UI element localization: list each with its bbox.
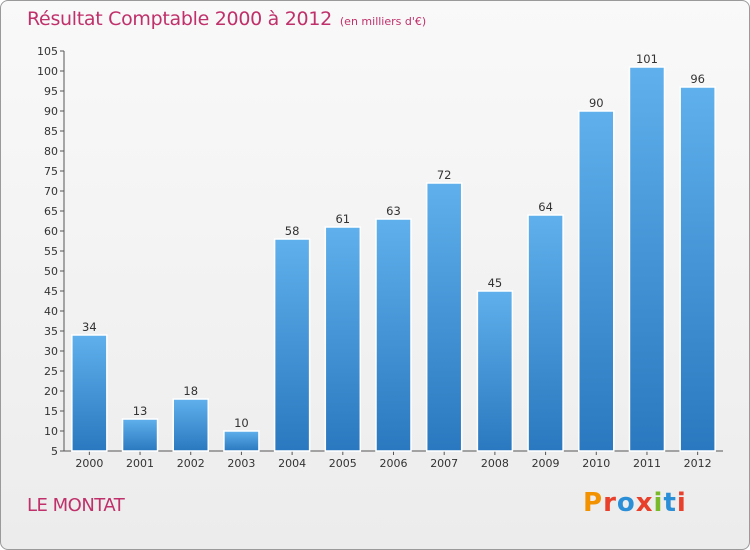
data-label: 34	[82, 320, 97, 334]
bar	[71, 334, 108, 452]
y-tick-label: 30	[44, 345, 58, 358]
x-tick-label: 2003	[227, 457, 255, 470]
x-tick-label: 2009	[532, 457, 560, 470]
title-unit: (en milliers d'€)	[339, 15, 427, 28]
y-tick-label: 50	[44, 265, 58, 278]
y-tick-label: 20	[44, 385, 58, 398]
y-tick-label: 35	[44, 325, 58, 338]
logo-letter: x	[635, 488, 654, 518]
chart-title: Résultat Comptable 2000 à 2012 (en millie…	[27, 8, 426, 30]
y-tick-label: 100	[37, 65, 58, 78]
x-tick-label: 2002	[177, 457, 205, 470]
logo-letter: P	[583, 488, 604, 518]
y-tick-label: 55	[44, 245, 58, 258]
bar	[324, 226, 362, 452]
y-tick-label: 90	[44, 105, 58, 118]
title-text: Résultat Comptable 2000 à 2012	[27, 8, 332, 30]
bar	[121, 418, 159, 452]
data-label: 45	[488, 276, 503, 290]
data-label: 101	[636, 52, 658, 66]
y-tick-label: 75	[44, 165, 58, 178]
y-tick-label: 105	[37, 45, 58, 58]
data-label: 61	[335, 212, 350, 226]
bar	[273, 238, 311, 452]
data-label: 90	[589, 96, 604, 110]
y-tick-label: 80	[44, 145, 58, 158]
data-label: 10	[234, 416, 249, 430]
place-name: LE MONTAT	[27, 495, 125, 516]
y-tick-label: 95	[44, 85, 58, 98]
bar	[578, 110, 615, 452]
y-tick-label: 45	[44, 285, 58, 298]
x-tick-label: 2004	[278, 457, 306, 470]
x-tick-label: 2005	[329, 457, 357, 470]
logo-letter: t	[663, 488, 677, 518]
logo-letter: i	[653, 488, 664, 518]
x-tick-label: 2007	[430, 457, 458, 470]
data-label: 18	[183, 384, 198, 398]
x-tick-label: 2012	[684, 457, 712, 470]
y-tick-label: 5	[51, 445, 58, 458]
logo-letter: o	[616, 488, 636, 518]
y-tick-label: 65	[44, 205, 58, 218]
y-tick-label: 60	[44, 225, 58, 238]
x-tick-label: 2006	[380, 457, 408, 470]
data-label: 96	[690, 72, 705, 86]
bar	[375, 218, 412, 452]
y-tick-label: 40	[44, 305, 58, 318]
x-tick-label: 2000	[75, 457, 103, 470]
logo-letter: i	[676, 488, 687, 518]
bar	[679, 86, 716, 452]
x-tick-label: 2001	[126, 457, 154, 470]
bar	[476, 290, 514, 452]
bar	[223, 430, 260, 452]
bar	[172, 398, 209, 452]
x-tick-label: 2008	[481, 457, 509, 470]
y-tick-label: 10	[44, 425, 58, 438]
data-label: 64	[538, 200, 553, 214]
proxiti-logo: Proxiti	[583, 488, 687, 518]
data-label: 58	[285, 224, 300, 238]
data-label: 63	[386, 204, 401, 218]
y-tick-label: 85	[44, 125, 58, 138]
bar	[527, 214, 564, 452]
logo-letter: r	[603, 488, 617, 518]
data-label: 13	[133, 404, 148, 418]
y-tick-label: 70	[44, 185, 58, 198]
x-tick-label: 2010	[582, 457, 610, 470]
y-tick-label: 15	[44, 405, 58, 418]
data-label: 72	[437, 168, 452, 182]
bar	[628, 66, 666, 452]
y-tick-label: 25	[44, 365, 58, 378]
x-tick-label: 2011	[633, 457, 661, 470]
bar	[425, 182, 463, 452]
